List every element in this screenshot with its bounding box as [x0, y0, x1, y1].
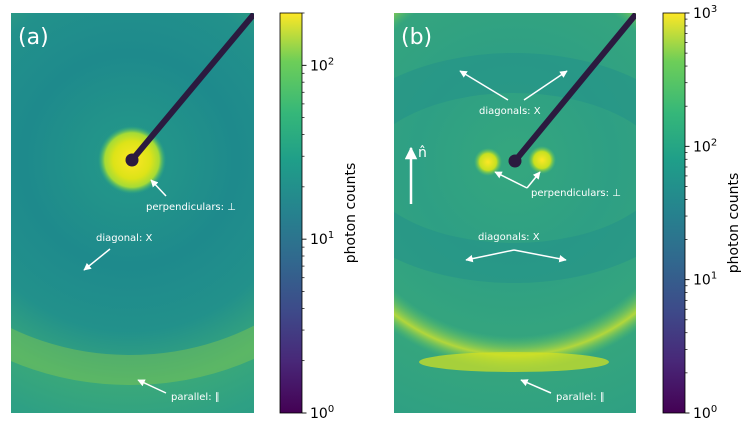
- panel-b-diag-bot-arrow-right: [513, 249, 567, 263]
- panel-a-image: [11, 13, 254, 413]
- colorbar-b-tick-label: 102: [693, 137, 717, 155]
- panel-a-diag-arrow: [83, 248, 111, 271]
- colorbar-b-tick-label: 103: [693, 4, 717, 22]
- panel-b-label: (b): [401, 25, 432, 50]
- panel-b-parallel-band: [419, 352, 609, 372]
- panel-b-diag-bot-label: diagonals: X: [478, 232, 540, 243]
- panel-b-par-label: parallel: ∥: [556, 392, 605, 403]
- panel-a-beamstop-center: [125, 153, 139, 167]
- colorbar-b-tick-label: 100: [693, 404, 717, 422]
- panel-a-par-label: parallel: ∥: [171, 392, 220, 403]
- colorbar-a-tick-label: 101: [310, 230, 334, 248]
- panel-a-label: (a): [18, 25, 49, 50]
- panel-a-diag-label: diagonal: X: [96, 233, 153, 244]
- panel-a-perp-arrow: [150, 179, 167, 197]
- panel-b-diag-top-label: diagonals: X: [479, 106, 541, 117]
- panel-a-annotations: perpendiculars: ⊥ diagonal: X parallel: …: [83, 179, 236, 403]
- panel-b-perp-arrow-right: [526, 171, 541, 189]
- panel-b-image: [394, 13, 636, 413]
- panel-b-beamstop: [512, 13, 636, 163]
- colorbar-b: 100 101 102 103 photon counts: [662, 4, 742, 422]
- colorbar-b-tick-label: 101: [693, 271, 717, 289]
- panel-b-director-label: n̂: [418, 145, 427, 161]
- colorbar-a-label: photon counts: [343, 163, 359, 264]
- panel-b-spot-right: [528, 146, 556, 174]
- panel-b-par-arrow: [520, 379, 552, 394]
- panel-b-perp-arrow-left: [494, 171, 528, 189]
- colorbar-b-ticks: 100 101 102 103: [685, 4, 717, 422]
- colorbar-a-tick-label: 102: [310, 56, 334, 74]
- colorbar-b-gradient: [662, 12, 686, 414]
- panel-b-annotations: diagonals: X n̂ perpendiculars: ⊥ diagon…: [404, 70, 621, 403]
- panel-a-par-arrow: [137, 379, 167, 394]
- panel-b-spot-left: [474, 148, 502, 176]
- colorbar-a: 100 101 102 photon counts: [279, 12, 359, 422]
- panel-b-diag-bot-arrow-left: [465, 249, 515, 263]
- colorbar-a-tick-label: 100: [310, 404, 334, 422]
- panel-b-perp-label: perpendiculars: ⊥: [531, 188, 621, 199]
- panel-a-parallel-ring: [11, 325, 254, 385]
- colorbar-a-gradient: [279, 12, 303, 414]
- colorbar-b-label: photon counts: [726, 173, 742, 274]
- panel-a-beamstop: [129, 13, 254, 162]
- panel-b-parallel-arc: [394, 13, 636, 370]
- panel-b-diag-top-arrow-right: [523, 70, 568, 101]
- colorbar-a-ticks: 100 101 102: [302, 12, 334, 422]
- panel-b-diag-top-arrow-left: [459, 70, 509, 101]
- panel-a-perp-label: perpendiculars: ⊥: [146, 202, 236, 213]
- panel-b-beamstop-center: [508, 154, 522, 168]
